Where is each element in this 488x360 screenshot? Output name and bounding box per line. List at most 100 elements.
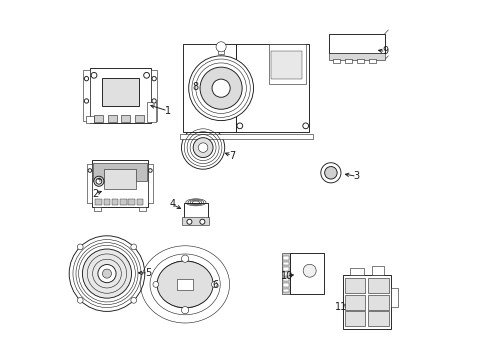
Circle shape — [98, 265, 116, 283]
Bar — [236, 44, 309, 132]
Bar — [86, 116, 94, 123]
Bar — [92, 160, 148, 207]
Bar — [177, 279, 193, 290]
Circle shape — [84, 77, 88, 81]
Text: 3: 3 — [353, 171, 359, 181]
Circle shape — [211, 282, 217, 287]
Text: 1: 1 — [164, 106, 170, 116]
Circle shape — [77, 297, 83, 303]
Circle shape — [91, 72, 97, 78]
Bar — [345, 311, 365, 326]
Bar — [94, 207, 101, 211]
Text: 11: 11 — [334, 302, 346, 312]
Circle shape — [212, 79, 230, 97]
Text: 2: 2 — [92, 189, 99, 199]
Bar — [349, 268, 364, 275]
Bar — [120, 199, 126, 205]
Circle shape — [198, 143, 207, 152]
Bar — [183, 44, 236, 132]
Circle shape — [216, 42, 225, 52]
Circle shape — [320, 163, 340, 183]
Bar — [87, 164, 92, 203]
Bar — [283, 261, 288, 265]
Bar — [283, 289, 288, 292]
Bar — [103, 199, 110, 205]
Bar — [367, 295, 388, 310]
Circle shape — [84, 99, 88, 103]
Bar — [147, 102, 156, 122]
Bar — [139, 207, 146, 211]
Circle shape — [193, 138, 213, 158]
Circle shape — [188, 56, 253, 121]
Circle shape — [82, 249, 131, 298]
Bar — [151, 70, 157, 121]
Text: 8: 8 — [192, 82, 198, 92]
Bar — [367, 311, 388, 326]
Bar — [112, 199, 118, 205]
Bar — [135, 115, 144, 122]
Bar — [102, 78, 139, 106]
Circle shape — [181, 126, 224, 169]
Bar — [368, 59, 375, 63]
Text: 7: 7 — [228, 150, 235, 161]
Bar — [94, 115, 103, 122]
Bar — [283, 283, 288, 287]
Bar — [367, 278, 388, 293]
Bar — [289, 253, 323, 294]
Circle shape — [131, 244, 136, 250]
Bar — [328, 53, 384, 60]
Circle shape — [153, 282, 159, 287]
Bar — [121, 115, 130, 122]
Circle shape — [69, 236, 144, 311]
Bar — [282, 253, 289, 294]
Circle shape — [237, 123, 242, 129]
Bar — [104, 169, 136, 189]
Bar — [332, 59, 340, 63]
Bar — [283, 267, 288, 271]
Bar — [283, 256, 288, 260]
Bar — [342, 275, 390, 329]
Bar — [107, 115, 117, 122]
Circle shape — [148, 169, 152, 172]
Bar — [182, 217, 209, 225]
Circle shape — [324, 167, 336, 179]
Ellipse shape — [157, 261, 213, 308]
Bar — [179, 134, 312, 139]
Circle shape — [181, 307, 188, 314]
Text: 5: 5 — [144, 268, 151, 278]
Bar — [390, 288, 397, 307]
Circle shape — [88, 169, 91, 172]
Circle shape — [186, 219, 192, 224]
Text: 10: 10 — [280, 271, 292, 281]
Bar — [271, 51, 302, 79]
Bar — [218, 45, 224, 54]
Circle shape — [102, 269, 111, 278]
Bar — [283, 278, 288, 282]
Circle shape — [152, 99, 156, 103]
Text: +: + — [96, 177, 102, 183]
Bar — [345, 59, 351, 63]
Bar — [128, 199, 135, 205]
Circle shape — [181, 255, 188, 262]
Bar — [184, 203, 207, 219]
Bar — [83, 70, 89, 121]
Text: 4: 4 — [169, 199, 175, 210]
Circle shape — [302, 123, 308, 129]
Bar — [137, 199, 143, 205]
Bar — [148, 164, 152, 203]
Bar — [268, 44, 305, 84]
Circle shape — [200, 219, 204, 224]
Circle shape — [152, 77, 156, 81]
Circle shape — [303, 264, 316, 277]
Text: 9: 9 — [382, 46, 388, 57]
Bar — [328, 34, 384, 53]
Ellipse shape — [158, 261, 212, 308]
Bar — [345, 295, 365, 310]
Bar — [345, 278, 365, 293]
Circle shape — [200, 67, 242, 109]
Text: 6: 6 — [211, 280, 218, 291]
Bar — [371, 266, 383, 275]
Circle shape — [77, 244, 83, 250]
Circle shape — [143, 72, 149, 78]
Bar — [356, 59, 364, 63]
